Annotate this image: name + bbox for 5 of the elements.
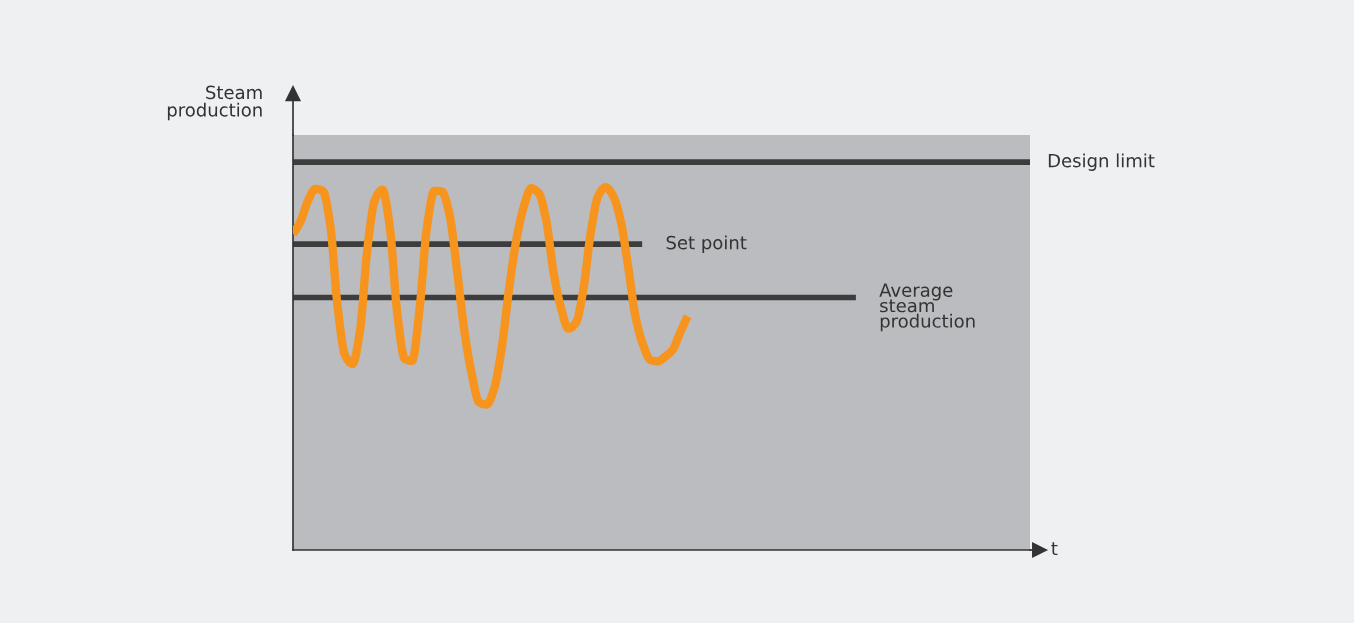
y-axis-title: Steam production	[167, 85, 262, 121]
ref-line-label: Set point	[666, 235, 747, 253]
ref-line-label: Average steam production	[879, 283, 975, 332]
x-axis-title: t	[1051, 542, 1058, 555]
ref-line-label: Design limit	[1048, 153, 1155, 171]
